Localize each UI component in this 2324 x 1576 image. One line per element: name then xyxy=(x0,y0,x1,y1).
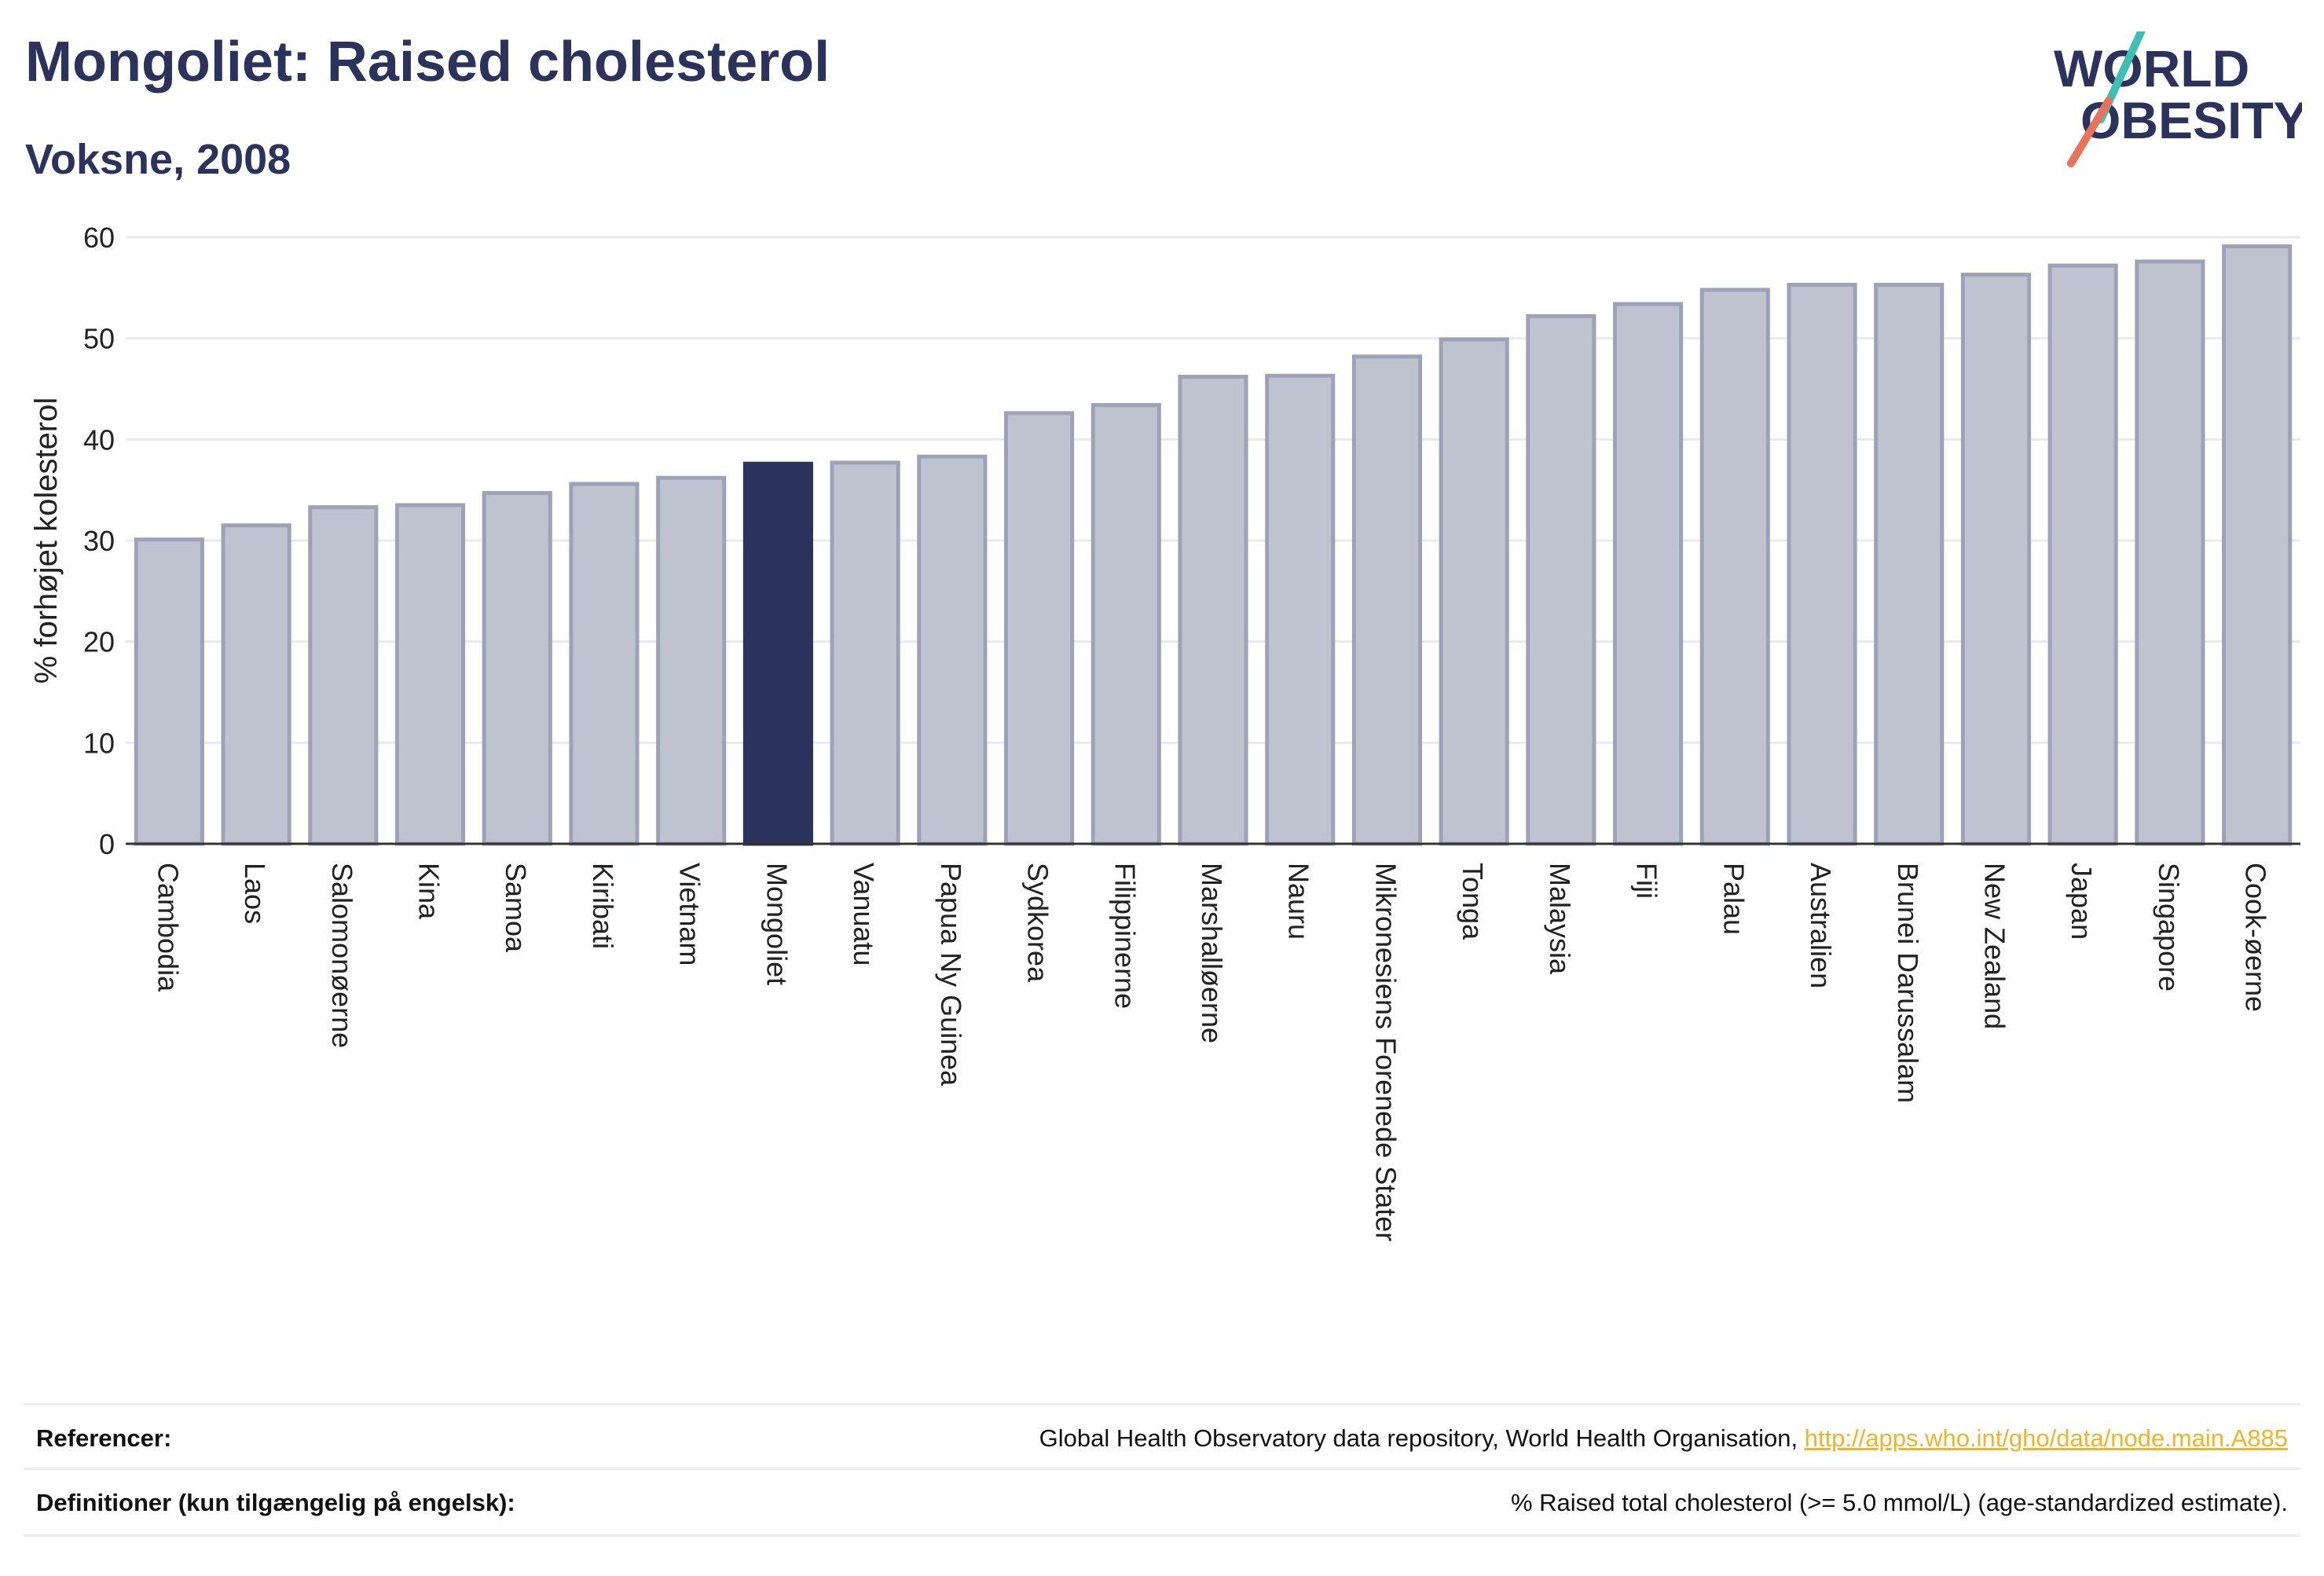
bar xyxy=(482,491,552,846)
definitions-row: Definitioner (kun tilgængelig på engelsk… xyxy=(24,1468,2300,1537)
bar xyxy=(1960,273,2032,846)
y-tick-label: 60 xyxy=(83,222,115,254)
bar xyxy=(917,454,988,846)
bar xyxy=(1526,313,1596,846)
bar xyxy=(569,482,640,846)
logo-slash-red xyxy=(2067,97,2113,167)
y-tick-label: 40 xyxy=(83,423,115,456)
bar xyxy=(742,461,813,846)
bar xyxy=(1613,302,1684,846)
bar xyxy=(2222,244,2293,846)
logo-line2: OBESITY xyxy=(2080,91,2302,149)
y-axis-title: % forhøjet kolesterol xyxy=(29,398,64,684)
x-tick-label: Brunei Darussalam xyxy=(1892,863,1924,1103)
x-tick-label: New Zealand xyxy=(1978,863,2011,1029)
x-tick-label: Tonga xyxy=(1457,863,1489,940)
bar xyxy=(1699,288,1770,846)
definitions-label: Definitioner (kun tilgængelig på engelsk… xyxy=(36,1489,515,1516)
bar xyxy=(1091,403,1161,846)
bar xyxy=(1178,375,1248,846)
references-row: Referencer: Global Health Observatory da… xyxy=(24,1403,2300,1470)
x-tick-label: Laos xyxy=(239,863,271,924)
x-tick-label: Kina xyxy=(413,863,445,920)
references-value: Global Health Observatory data repositor… xyxy=(1039,1424,2288,1453)
y-tick-label: 30 xyxy=(83,525,115,557)
x-tick-label: Australien xyxy=(1805,863,1837,988)
references-text: Global Health Observatory data repositor… xyxy=(1039,1424,1805,1452)
bar xyxy=(1874,282,1945,846)
definitions-value: % Raised total cholesterol (>= 5.0 mmol/… xyxy=(1510,1489,2288,1516)
x-tick-label: Singapore xyxy=(2153,863,2185,991)
y-tick-label: 20 xyxy=(83,626,115,658)
y-tick-label: 10 xyxy=(83,727,115,759)
x-tick-label: Mikronesiens Forenede Stater xyxy=(1369,863,1402,1241)
bar xyxy=(2047,263,2118,846)
bar xyxy=(134,537,204,846)
bar xyxy=(221,523,291,846)
bar xyxy=(1003,411,1075,846)
x-tick-label: Fiji xyxy=(1631,863,1663,899)
references-label: Referencer: xyxy=(36,1424,172,1452)
x-tick-label: Samoa xyxy=(500,863,532,953)
y-tick-label: 50 xyxy=(83,323,115,355)
x-tick-label: Cook-øerne xyxy=(2240,863,2272,1012)
chart-subtitle: Voksne, 2008 xyxy=(25,136,291,183)
x-tick-label: Sydkorea xyxy=(1022,863,1054,983)
x-tick-label: Nauru xyxy=(1283,863,1315,940)
bar-chart: 0 10 20 30 40 50 60 % forhøjet kolesterol Cambod… xyxy=(29,222,2300,1241)
x-tick-label: Malaysia xyxy=(1544,863,1576,975)
x-tick-label: Vietnam xyxy=(674,863,706,966)
x-tick-label: Palau xyxy=(1717,863,1750,935)
x-tick-label: Papua Ny Guinea xyxy=(935,863,967,1087)
x-tick-label: Vanuatu xyxy=(848,863,880,966)
bar xyxy=(830,460,900,846)
world-obesity-logo: WORLD OBESITY xyxy=(2054,31,2302,167)
references-link[interactable]: http://apps.who.int/gho/data/node.main.A… xyxy=(1804,1424,2288,1452)
bar xyxy=(1787,282,1857,846)
chart-title: Mongoliet: Raised cholesterol xyxy=(25,31,830,93)
bar xyxy=(394,503,466,846)
bar xyxy=(656,475,727,846)
bar xyxy=(1439,337,1509,846)
y-tick-label: 0 xyxy=(99,828,115,860)
x-tick-label: Japan xyxy=(2066,863,2098,940)
bar xyxy=(1351,354,1423,846)
x-tick-label: Kiribati xyxy=(587,863,619,949)
x-tick-label: Filippinerne xyxy=(1109,863,1141,1009)
logo-line1: WORLD xyxy=(2054,39,2249,97)
x-tick-label: Cambodia xyxy=(152,863,184,992)
bar xyxy=(1265,373,1336,846)
bar xyxy=(2135,259,2205,846)
x-tick-label: Marshalløerne xyxy=(1196,863,1228,1043)
x-tick-label: Mongoliet xyxy=(761,863,793,985)
bar xyxy=(308,505,379,846)
x-tick-label: Salomonøerne xyxy=(326,863,358,1048)
